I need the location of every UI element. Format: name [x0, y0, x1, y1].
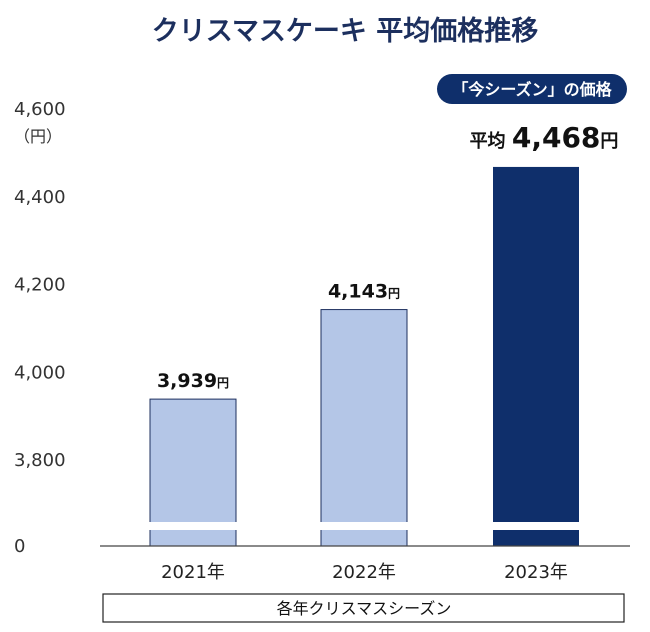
data-label-value: 4,143	[328, 281, 388, 303]
y-tick-label: 4,200	[14, 275, 66, 296]
y-tick-label: 0	[14, 536, 25, 557]
data-label-unit: 円	[217, 376, 229, 390]
data-label-value: 4,468	[512, 121, 601, 154]
axis-break-gap	[148, 522, 238, 530]
data-label: 4,143円	[328, 281, 400, 303]
x-tick-label: 2022年	[332, 562, 396, 583]
data-label-unit: 円	[388, 287, 400, 301]
y-tick-label: 4,400	[14, 187, 66, 208]
x-axis-caption: 各年クリスマスシーズン	[277, 599, 452, 618]
x-axis-labels: 2021年 2022年 2023年	[161, 562, 568, 583]
data-label: 3,939円	[157, 370, 229, 392]
data-label-prefix: 平均	[470, 130, 512, 152]
axis-break-gap	[491, 522, 581, 530]
x-tick-label: 2021年	[161, 562, 225, 583]
x-axis-caption-box: 各年クリスマスシーズン	[102, 593, 625, 623]
y-tick-label: 4,600	[14, 99, 66, 120]
y-tick-label: 3,800	[14, 450, 66, 471]
data-label: 平均 4,468円	[470, 121, 619, 154]
y-axis-ticks: 0 3,800 4,000 4,200 4,400 4,600	[14, 99, 66, 557]
y-axis-unit: （円）	[14, 127, 62, 146]
bar-2021年	[149, 398, 237, 547]
x-tick-label: 2023年	[504, 562, 568, 583]
chart-title: クリスマスケーキ 平均価格推移	[152, 16, 539, 47]
y-tick-label: 4,000	[14, 362, 66, 383]
data-label-unit: 円	[600, 131, 618, 152]
badge-label: 「今シーズン」の価格	[452, 80, 612, 99]
data-label-value: 3,939	[157, 370, 217, 392]
axis-break-gap	[319, 522, 409, 530]
bar-2022年	[320, 309, 408, 547]
current-season-badge: 「今シーズン」の価格	[437, 74, 627, 104]
bar-2023年	[493, 166, 579, 546]
bars	[148, 166, 581, 547]
